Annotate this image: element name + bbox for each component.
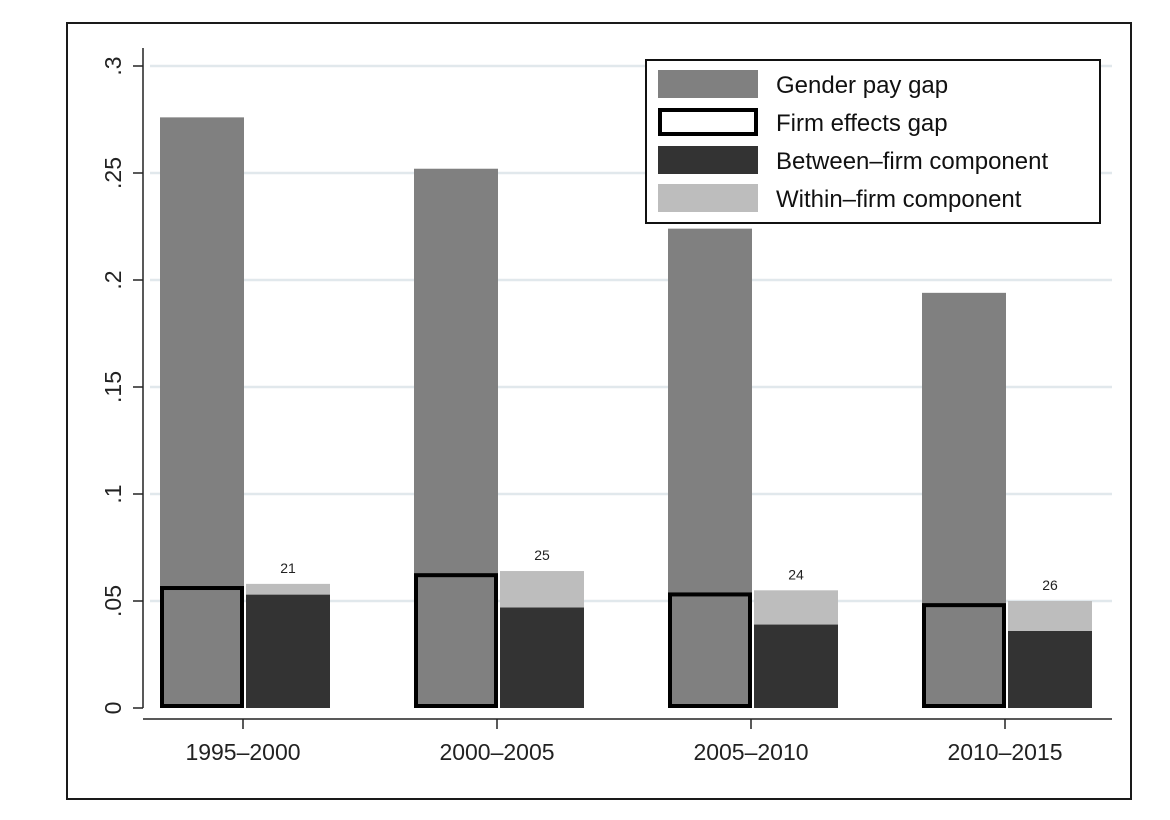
x-tick-label: 1995–2000	[185, 739, 300, 765]
bar-within-firm	[500, 571, 584, 608]
bar-within-firm	[246, 583, 330, 595]
bar-gender-pay-gap	[160, 117, 244, 709]
bar-firm-effects-gap	[922, 603, 1006, 709]
y-tick-label: .2	[100, 270, 126, 289]
bars	[160, 117, 1092, 709]
x-tick-label: 2000–2005	[439, 739, 554, 765]
bar-gender-pay-gap	[414, 168, 498, 709]
y-tick-label: .3	[100, 56, 126, 75]
data-label: 25	[534, 547, 550, 563]
bar-firm-effects-gap	[668, 592, 752, 708]
legend-label-within-firm: Within–firm component	[776, 186, 1022, 213]
x-axis: 1995–2000 2000–2005 2005–2010 2010–2015	[185, 719, 1063, 765]
legend-swatch-between-firm	[658, 146, 758, 174]
data-label: 26	[1042, 577, 1058, 593]
bar-between-firm	[754, 624, 838, 708]
data-label: 21	[280, 560, 296, 576]
data-label: 24	[788, 566, 804, 582]
legend-label-gender-pay-gap: Gender pay gap	[776, 72, 948, 99]
y-tick-label: .05	[100, 585, 126, 617]
y-tick-label: .15	[100, 371, 126, 403]
bar-between-firm	[500, 607, 584, 708]
bar-firm-effects-gap	[160, 586, 244, 709]
legend-swatch-within-firm	[658, 184, 758, 212]
y-tick-label: .1	[100, 484, 126, 503]
legend-label-firm-effects-gap: Firm effects gap	[776, 110, 948, 137]
y-tick-label: .25	[100, 157, 126, 189]
legend-label-between-firm: Between–firm component	[776, 148, 1048, 175]
bar-between-firm	[246, 594, 330, 708]
bar-within-firm	[754, 590, 838, 625]
graph-region-frame	[66, 22, 1132, 800]
legend-swatch-gender-pay-gap	[658, 70, 758, 98]
bar-gender-pay-gap	[668, 228, 752, 708]
y-axis: 0 .05 .1 .15 .2 .25 .3	[100, 56, 143, 714]
data-labels: 21 25 24 26	[280, 547, 1058, 593]
y-tick-label: 0	[100, 702, 126, 715]
bar-gender-pay-gap	[922, 292, 1006, 708]
bar-firm-effects-gap	[414, 573, 498, 708]
bar-between-firm	[1008, 630, 1092, 708]
x-tick-label: 2005–2010	[693, 739, 808, 765]
x-tick-label: 2010–2015	[947, 739, 1062, 765]
legend-swatch-firm-effects-gap	[658, 108, 758, 136]
legend: Gender pay gap Firm effects gap Between–…	[645, 59, 1101, 224]
bar-within-firm	[1008, 601, 1092, 631]
